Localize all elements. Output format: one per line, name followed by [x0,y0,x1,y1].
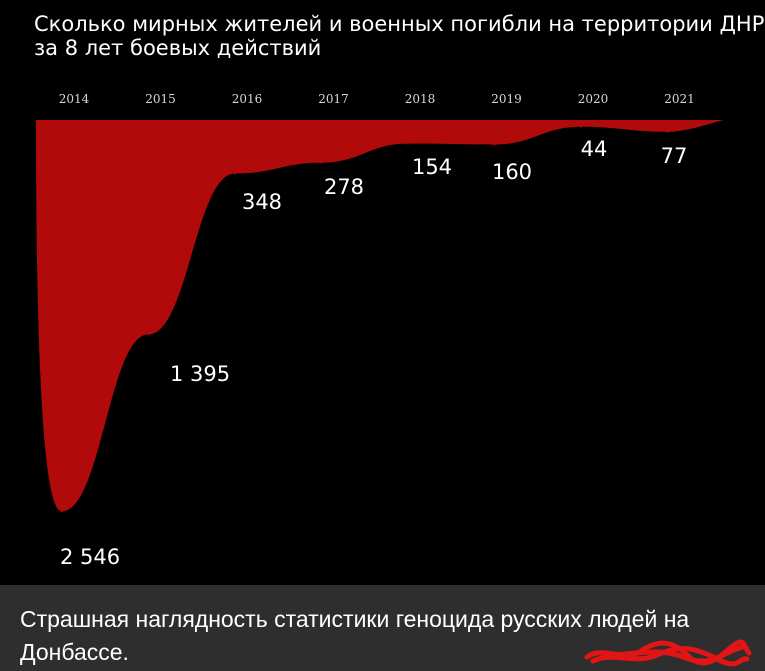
data-point-2016 [234,172,236,175]
value-label-2015: 1 395 [170,362,230,386]
x-tick-label-2021: 2021 [664,92,695,106]
data-point-2020 [580,125,582,128]
data-point-2019 [493,143,496,146]
value-label-2020: 44 [581,137,608,161]
x-tick-label-2019: 2019 [491,92,522,106]
chart-title-line-2: за 8 лет боевых действий [34,36,322,60]
red-scribble-redaction [584,639,752,667]
caption-text: Страшная наглядность статистики геноцида… [20,606,690,665]
data-point-2018 [407,142,409,145]
chart-title-line-1: Сколько мирных жителей и военных погибли… [34,12,765,36]
data-point-2015 [147,333,150,336]
value-label-2017: 278 [324,175,364,199]
casualties-area [36,120,724,512]
x-tick-label-2018: 2018 [405,92,436,106]
value-label-2016: 348 [242,190,282,214]
data-point-2021 [666,130,669,133]
x-tick-label-2014: 2014 [59,92,90,106]
x-tick-label-2017: 2017 [318,92,349,106]
data-point-2017 [320,161,323,164]
chart: Сколько мирных жителей и военных погибли… [34,12,765,569]
x-tick-label-2015: 2015 [145,92,176,106]
value-label-2018: 154 [412,155,452,179]
chart-plot: 2014 2015 2016 2017 2018 2019 2020 2021 2 546 1 3… [36,92,724,569]
x-tick-label-2016: 2016 [232,92,263,106]
value-label-2014: 2 546 [60,545,120,569]
data-point-2014 [61,510,63,513]
value-label-2021: 77 [661,144,688,168]
post-caption: Страшная наглядность статистики геноцида… [0,585,765,671]
x-tick-label-2020: 2020 [578,92,609,106]
value-label-2019: 160 [492,160,532,184]
